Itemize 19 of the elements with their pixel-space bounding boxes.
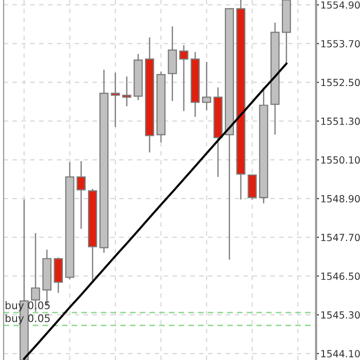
candlestick [122,76,132,107]
candlestick [110,72,120,128]
y-tick-label: 1544.10 [321,350,360,358]
y-tick-label: 1553.70 [321,40,360,48]
candlestick [168,26,177,102]
y-tick-label: 1552.50 [321,78,360,86]
y-tick-label: 1554.90 [321,1,360,9]
y-tick-label: 1545.30 [321,311,360,319]
line-series [23,62,288,360]
candlestick [202,61,212,111]
y-tick-label: 1550.10 [321,156,360,164]
candlestick [54,257,63,294]
y-tick-label: 1551.30 [321,118,360,125]
y-tick-label: 1546.50 [321,272,360,280]
candlestick [179,44,188,112]
candlestick [248,174,257,200]
candlestick [76,160,86,230]
y-tick-label: 1548.90 [321,195,360,202]
y-tick-label: 1547.70 [321,234,360,242]
